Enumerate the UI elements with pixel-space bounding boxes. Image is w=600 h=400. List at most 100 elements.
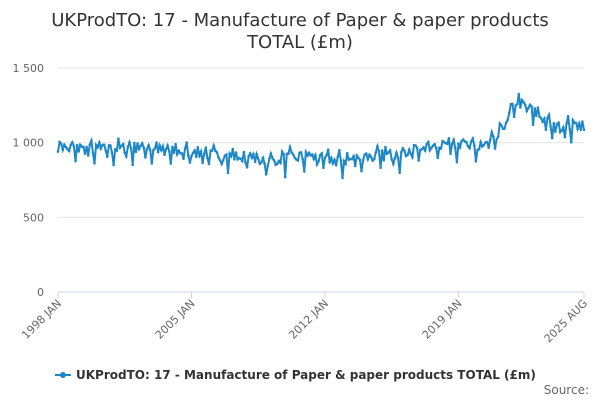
- data-point[interactable]: [527, 106, 530, 110]
- data-point[interactable]: [403, 149, 406, 152]
- data-point[interactable]: [74, 159, 77, 163]
- data-point[interactable]: [525, 109, 529, 113]
- data-point[interactable]: [161, 144, 165, 148]
- data-point[interactable]: [473, 144, 476, 147]
- data-point[interactable]: [225, 153, 228, 156]
- data-point[interactable]: [331, 162, 335, 165]
- data-point[interactable]: [264, 173, 268, 176]
- data-point[interactable]: [400, 150, 403, 154]
- data-point[interactable]: [152, 149, 155, 152]
- data-point[interactable]: [142, 146, 146, 149]
- data-point[interactable]: [338, 149, 341, 152]
- data-point[interactable]: [99, 147, 103, 150]
- data-point[interactable]: [187, 154, 190, 157]
- data-point[interactable]: [215, 151, 219, 154]
- data-point[interactable]: [450, 142, 454, 146]
- data-point[interactable]: [86, 154, 90, 157]
- data-point[interactable]: [110, 151, 114, 154]
- data-point[interactable]: [358, 158, 362, 161]
- data-point[interactable]: [508, 111, 511, 114]
- data-point[interactable]: [376, 144, 379, 148]
- data-point[interactable]: [401, 147, 405, 150]
- data-point[interactable]: [304, 150, 308, 154]
- data-point[interactable]: [481, 145, 484, 148]
- data-point[interactable]: [250, 156, 254, 160]
- data-point[interactable]: [315, 163, 319, 166]
- data-point[interactable]: [422, 146, 425, 149]
- data-point[interactable]: [147, 143, 150, 147]
- data-point[interactable]: [185, 141, 188, 144]
- data-point[interactable]: [396, 156, 400, 160]
- data-point[interactable]: [121, 142, 125, 146]
- data-point[interactable]: [199, 150, 203, 153]
- data-point[interactable]: [167, 149, 171, 153]
- data-point[interactable]: [466, 144, 470, 148]
- data-point[interactable]: [320, 152, 324, 155]
- data-point[interactable]: [570, 141, 573, 144]
- data-point[interactable]: [247, 154, 250, 158]
- data-point[interactable]: [446, 142, 449, 146]
- data-point[interactable]: [59, 142, 63, 145]
- data-point[interactable]: [533, 107, 536, 110]
- data-point[interactable]: [188, 161, 192, 164]
- legend[interactable]: UKProdTO: 17 - Manufacture of Paper & pa…: [55, 368, 536, 382]
- data-point[interactable]: [117, 137, 120, 140]
- data-point[interactable]: [148, 148, 152, 151]
- data-point[interactable]: [511, 102, 514, 106]
- data-point[interactable]: [193, 149, 196, 152]
- data-point[interactable]: [474, 160, 478, 163]
- data-point[interactable]: [77, 150, 80, 153]
- data-point[interactable]: [306, 154, 309, 157]
- data-point[interactable]: [126, 145, 130, 149]
- data-point[interactable]: [120, 144, 123, 148]
- data-point[interactable]: [379, 166, 382, 170]
- data-point[interactable]: [565, 122, 568, 126]
- data-point[interactable]: [131, 163, 134, 166]
- data-point[interactable]: [172, 151, 176, 154]
- data-point[interactable]: [266, 164, 270, 168]
- data-point[interactable]: [342, 159, 346, 163]
- data-point[interactable]: [137, 147, 141, 151]
- data-point[interactable]: [317, 159, 320, 163]
- data-point[interactable]: [517, 92, 521, 96]
- data-point[interactable]: [434, 146, 438, 150]
- data-point[interactable]: [377, 150, 381, 153]
- data-point[interactable]: [307, 151, 311, 155]
- data-point[interactable]: [360, 169, 363, 173]
- data-point[interactable]: [177, 149, 181, 152]
- data-point[interactable]: [544, 128, 548, 131]
- data-point[interactable]: [64, 145, 68, 149]
- data-point[interactable]: [468, 146, 471, 150]
- data-point[interactable]: [566, 114, 570, 118]
- data-point[interactable]: [145, 147, 149, 151]
- data-point[interactable]: [482, 143, 486, 147]
- data-point[interactable]: [71, 141, 74, 144]
- data-point[interactable]: [387, 151, 390, 154]
- data-point[interactable]: [69, 143, 72, 147]
- data-point[interactable]: [134, 150, 138, 154]
- data-point[interactable]: [430, 146, 433, 149]
- data-point[interactable]: [546, 116, 549, 120]
- data-point[interactable]: [571, 118, 575, 122]
- source-label[interactable]: Source:: [544, 383, 589, 397]
- data-point[interactable]: [552, 121, 556, 125]
- data-point[interactable]: [245, 166, 249, 169]
- data-point[interactable]: [328, 161, 332, 164]
- data-point[interactable]: [436, 156, 440, 160]
- data-point[interactable]: [493, 147, 497, 150]
- data-point[interactable]: [523, 103, 527, 107]
- data-point[interactable]: [229, 155, 233, 158]
- data-point[interactable]: [115, 149, 119, 152]
- data-point[interactable]: [94, 143, 98, 147]
- data-point[interactable]: [582, 128, 586, 132]
- data-point[interactable]: [180, 152, 184, 155]
- data-point[interactable]: [214, 149, 217, 152]
- data-point[interactable]: [277, 159, 281, 163]
- data-point[interactable]: [314, 153, 317, 157]
- data-point[interactable]: [411, 155, 414, 159]
- data-point[interactable]: [528, 103, 532, 106]
- data-point[interactable]: [191, 151, 195, 154]
- data-point[interactable]: [353, 164, 357, 168]
- data-point[interactable]: [78, 143, 82, 147]
- data-point[interactable]: [287, 152, 290, 156]
